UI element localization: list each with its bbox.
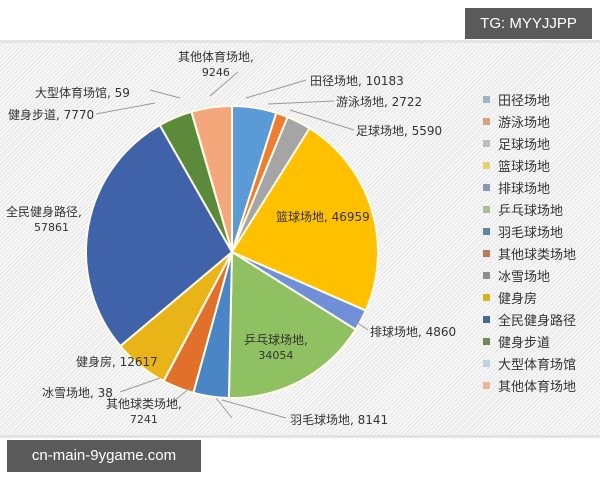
- data-label-fitness-path: 全民健身路径, 57861: [6, 205, 82, 235]
- data-label-football: 足球场地, 5590: [356, 124, 443, 138]
- legend-swatch: [483, 227, 490, 235]
- legend-swatch: [483, 161, 490, 169]
- leader-line: [169, 387, 191, 405]
- pie-slice: [190, 104, 233, 253]
- chart-legend: 田径场地 游泳场地 足球场地 篮球场地 排球场地 乒乓球场地 羽毛球场地 其他球…: [483, 88, 576, 396]
- legend-label: 全民健身路径: [498, 313, 577, 329]
- label-value: 34054: [258, 349, 294, 362]
- leader-line: [95, 102, 156, 115]
- legend-swatch: [483, 315, 490, 323]
- legend-item: 冰雪场地: [483, 264, 576, 286]
- label-line: 其他球类场地,: [106, 397, 182, 411]
- legend-swatch: [483, 95, 490, 103]
- legend-label: 排球场地: [498, 181, 551, 197]
- leader-line: [245, 79, 307, 99]
- legend-swatch: [483, 271, 490, 279]
- legend-item: 大型体育场馆: [483, 352, 576, 374]
- legend-item: 排球场地: [483, 176, 576, 198]
- data-label-gym: 健身房, 12617: [76, 355, 158, 369]
- data-label-pingpong: 乒乓球场地, 34054: [244, 333, 308, 363]
- legend-swatch: [483, 381, 490, 389]
- legend-label: 游泳场地: [498, 115, 551, 131]
- legend-item: 足球场地: [483, 132, 576, 154]
- legend-swatch: [483, 337, 490, 345]
- legend-label: 健身步道: [498, 335, 551, 351]
- legend-label: 健身房: [498, 291, 538, 307]
- legend-swatch: [483, 183, 490, 191]
- leader-line: [221, 399, 287, 419]
- legend-label: 大型体育场馆: [498, 357, 577, 373]
- data-label-stadium: 大型体育场馆, 59: [35, 86, 130, 100]
- leader-line: [289, 109, 355, 131]
- leader-line: [209, 71, 239, 97]
- legend-swatch: [483, 117, 490, 125]
- legend-label: 羽毛球场地: [498, 225, 564, 241]
- legend-swatch: [483, 293, 490, 301]
- legend-swatch: [483, 249, 490, 257]
- watermark-bottom: cn-main-9ygame.com: [7, 440, 201, 472]
- leader-line: [149, 89, 181, 99]
- label-value: 57861: [34, 221, 69, 234]
- legend-item: 羽毛球场地: [483, 220, 576, 242]
- legend-label: 篮球场地: [498, 159, 551, 175]
- legend-item: 健身步道: [483, 330, 576, 352]
- legend-swatch: [483, 205, 490, 213]
- legend-swatch: [483, 359, 490, 367]
- legend-label: 其他球类场地: [498, 247, 577, 263]
- data-label-track: 田径场地, 10183: [310, 74, 404, 88]
- leader-line: [349, 317, 369, 331]
- data-label-volleyball: 排球场地, 4860: [370, 325, 457, 339]
- legend-label: 田径场地: [498, 93, 551, 109]
- legend-swatch: [483, 139, 490, 147]
- label-line: 乒乓球场地,: [244, 333, 308, 347]
- data-label-basketball: 篮球场地, 46959: [276, 210, 370, 224]
- legend-item: 健身房: [483, 286, 576, 308]
- label-line: 全民健身路径,: [6, 205, 82, 219]
- legend-item: 游泳场地: [483, 110, 576, 132]
- label-value: 7241: [129, 413, 158, 426]
- legend-label: 其他体育场地: [498, 379, 577, 395]
- data-label-ice-snow: 冰雪场地, 38: [42, 386, 113, 400]
- legend-label: 乒乓球场地: [498, 203, 564, 219]
- legend-item: 田径场地: [483, 88, 576, 110]
- legend-label: 冰雪场地: [498, 269, 551, 285]
- leader-line: [267, 100, 335, 105]
- leader-line: [215, 397, 233, 419]
- legend-label: 足球场地: [498, 137, 551, 153]
- watermark-top: TG: MYYJJPP: [465, 8, 592, 39]
- pie-slice: [227, 250, 358, 399]
- label-value: 9246: [201, 66, 230, 79]
- leader-line: [119, 377, 161, 393]
- legend-item: 乒乓球场地: [483, 198, 576, 220]
- data-label-badminton: 羽毛球场地, 8141: [290, 413, 389, 427]
- data-label-other-ball: 其他球类场地, 7241: [106, 397, 182, 427]
- data-label-other-venues: 其他体育场地, 9246: [178, 50, 254, 80]
- legend-item: 其他球类场地: [483, 242, 576, 264]
- legend-item: 篮球场地: [483, 154, 576, 176]
- pie-slice: [85, 123, 234, 348]
- label-line: 其他体育场地,: [178, 50, 254, 64]
- legend-item: 其他体育场地: [483, 374, 576, 396]
- data-label-trail: 健身步道, 7770: [8, 108, 95, 122]
- pie-slice: [230, 126, 379, 312]
- data-label-swimming: 游泳场地, 2722: [336, 95, 423, 109]
- legend-item: 全民健身路径: [483, 308, 576, 330]
